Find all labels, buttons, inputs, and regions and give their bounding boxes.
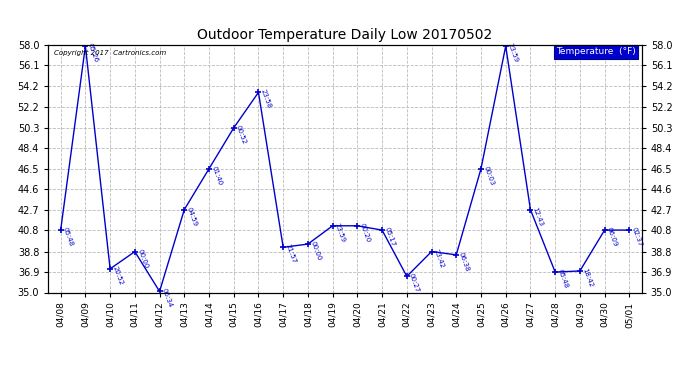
Text: 05:17: 05:17 [384, 226, 396, 248]
Text: 00:52: 00:52 [235, 124, 248, 145]
Text: 06:34: 06:34 [161, 288, 173, 309]
Text: 06:09: 06:09 [606, 226, 618, 248]
Text: Copyright 2017  Cartronics.com: Copyright 2017 Cartronics.com [55, 50, 166, 56]
Text: Temperature  (°F): Temperature (°F) [556, 48, 635, 57]
Text: 12:43: 12:43 [532, 206, 544, 227]
Text: 00:00: 00:00 [309, 240, 322, 262]
Text: 06:38: 06:38 [457, 251, 470, 272]
Text: 23:59: 23:59 [507, 42, 520, 63]
Text: 00:27: 00:27 [408, 273, 421, 294]
Text: 05:48: 05:48 [62, 226, 75, 248]
Text: 23:59: 23:59 [334, 222, 346, 243]
Title: Outdoor Temperature Daily Low 20170502: Outdoor Temperature Daily Low 20170502 [197, 28, 493, 42]
Text: 02:37: 02:37 [631, 226, 643, 248]
Text: 01:40: 01:40 [210, 165, 223, 186]
Text: 05:48: 05:48 [556, 268, 569, 290]
Text: 05:26: 05:26 [87, 42, 99, 63]
Text: 18:42: 18:42 [581, 267, 593, 288]
Text: 21:57: 21:57 [284, 244, 297, 265]
Text: 00:03: 00:03 [482, 165, 495, 186]
Text: 00:00: 00:00 [136, 248, 148, 269]
Text: 23:58: 23:58 [259, 88, 273, 110]
Text: 20:52: 20:52 [111, 265, 124, 286]
Text: 04:59: 04:59 [186, 206, 198, 227]
Text: 00:20: 00:20 [359, 222, 371, 243]
Text: 23:42: 23:42 [433, 248, 445, 269]
